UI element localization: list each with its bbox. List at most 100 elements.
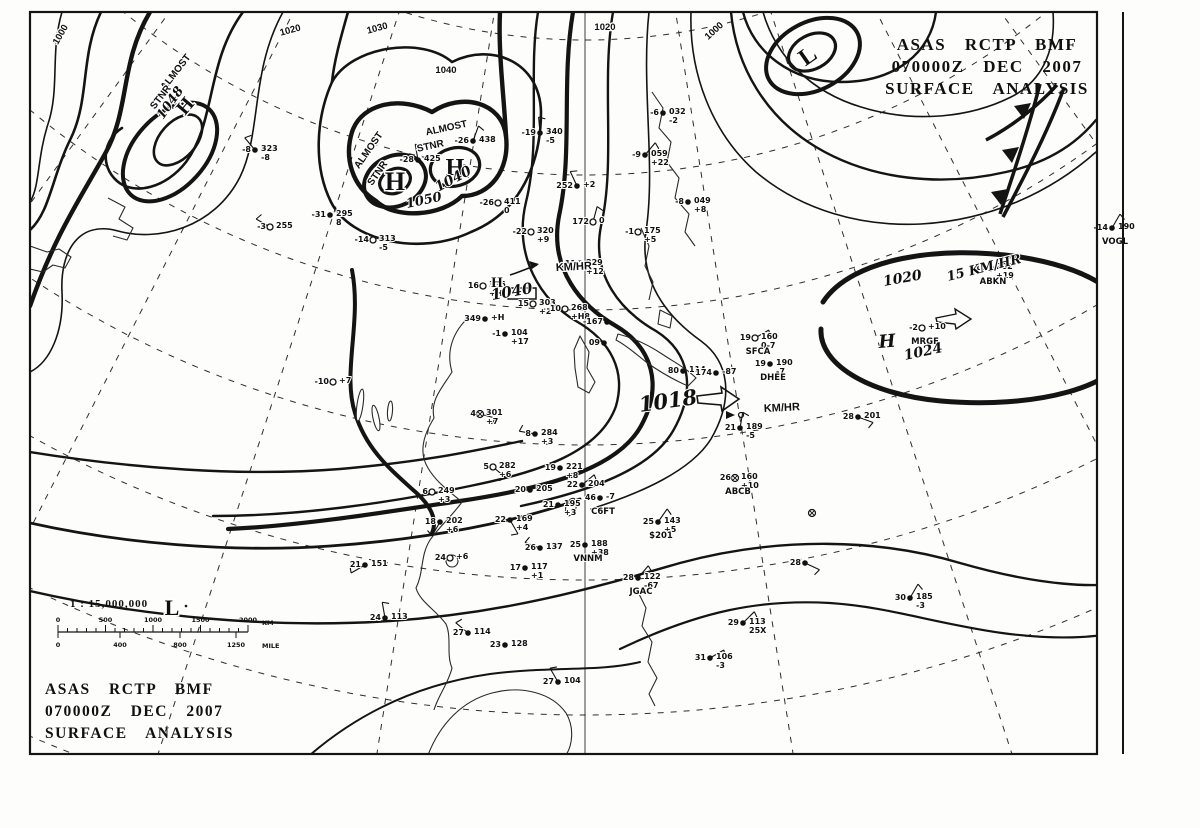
- coastline: [640, 227, 654, 301]
- station-text: +3: [564, 508, 576, 517]
- wind-barb-tick: [742, 411, 750, 417]
- station-plot: -8 323-8: [241, 134, 279, 163]
- handwritten-annotation: 1024: [903, 340, 944, 364]
- station-plot: 80 114: [667, 364, 707, 376]
- station-text: +8: [566, 471, 579, 480]
- scale-ratio: 1 : 15,000,000: [70, 598, 148, 610]
- map-frame: [28, 10, 1099, 756]
- station-plot: 24 +6: [434, 551, 470, 563]
- station-text: +6: [446, 525, 459, 534]
- isobar-ring: [378, 166, 412, 196]
- station-text: 15: [518, 299, 530, 308]
- station-text: +H8: [571, 312, 590, 321]
- station-plot: -8 049+8: [674, 195, 712, 215]
- station-text: 249: [438, 486, 455, 495]
- station-text: 28: [790, 558, 802, 567]
- station-text: 23: [490, 640, 501, 649]
- station-dot: [1109, 225, 1115, 231]
- scale-km-label: 1000: [144, 616, 163, 624]
- station-text: 17: [510, 563, 521, 572]
- station-dot: [740, 620, 746, 626]
- coastline: [615, 333, 697, 387]
- wind-barb-tick: [415, 143, 423, 147]
- station-plot: 28: [789, 557, 820, 576]
- isobar: [348, 268, 436, 535]
- station-text: 0: [599, 216, 605, 225]
- station-text: +38: [591, 548, 609, 557]
- cold-front-barb: [1014, 103, 1031, 119]
- station-text: -8: [261, 153, 270, 162]
- station-text: -31: [312, 210, 327, 219]
- station-text: 190: [776, 358, 793, 367]
- station-text: 104: [564, 676, 581, 685]
- title-line-2: 070000Z DEC 2007: [45, 703, 223, 720]
- isobar-value-label: 1020: [279, 23, 302, 39]
- station-text: 032: [669, 107, 686, 116]
- station-text: +5: [644, 235, 657, 244]
- station-text: -28: [400, 155, 415, 164]
- station-text: +10: [928, 322, 946, 331]
- wind-barb-tick: [753, 611, 758, 619]
- station-plot: -28 425: [399, 143, 442, 165]
- station-circle: [329, 378, 337, 386]
- scale-mile-label: 800: [173, 641, 187, 649]
- station-text: +5: [664, 525, 677, 534]
- coastline: [636, 589, 658, 707]
- station-dot: [737, 425, 743, 431]
- isobar: [30, 12, 153, 309]
- station-text: -7: [606, 492, 615, 501]
- wind-barb-tick: [511, 533, 519, 536]
- scale-km-label: 2000: [239, 616, 258, 624]
- arrow-origin-dot: [737, 411, 745, 419]
- station-dot: [597, 495, 603, 501]
- station-plot: 21 189-5: [724, 411, 764, 441]
- station-text: 18: [425, 517, 437, 526]
- station-dot: [660, 110, 666, 116]
- wind-barb-tick: [666, 508, 672, 515]
- station-text: 16: [468, 281, 480, 290]
- station-text: 295: [336, 209, 353, 218]
- wind-barb-tick: [349, 566, 352, 574]
- station-text: 172: [572, 217, 589, 226]
- coastline: [573, 335, 596, 394]
- station-id-label: MRGF: [911, 337, 939, 347]
- station-text: 5: [483, 462, 489, 471]
- title-block-top-right: ASAS RCTP BMF 070000Z DEC 2007 SURFACE A…: [885, 35, 1087, 98]
- station-dot: [802, 560, 808, 566]
- handwritten-annotation: H: [877, 330, 898, 353]
- station-text: 113: [391, 612, 408, 621]
- wind-barb-tick: [868, 422, 874, 429]
- title-line-1: ASAS RCTP BMF: [897, 35, 1078, 54]
- station-plot: 252 +2: [555, 170, 596, 191]
- station-otimes-x: [732, 475, 738, 481]
- station-plot: 4 301+7: [469, 407, 504, 427]
- station-otimes-x: [477, 411, 483, 417]
- station-text: 301: [486, 408, 503, 417]
- speed-label: KM/HR: [764, 401, 801, 415]
- station-text: 80: [668, 366, 680, 375]
- station-text: 0: [504, 206, 510, 215]
- station-text: 25X: [749, 626, 767, 635]
- isobar: [690, 12, 1097, 226]
- station-plot: 19 221+8: [544, 461, 584, 481]
- coastline: [651, 91, 696, 247]
- station-text: 190: [1118, 222, 1135, 231]
- station-plot: -22 320+9: [512, 225, 556, 245]
- station-text: -26: [480, 198, 495, 207]
- station-text: -10: [315, 377, 330, 386]
- station-dot: [579, 482, 585, 488]
- station-text: 8: [336, 218, 342, 227]
- station-dot: [362, 562, 368, 568]
- station-text: -22: [513, 227, 527, 236]
- meridian-line: [770, 12, 1013, 754]
- station-circle: [918, 324, 926, 332]
- isobar-value-label: 1030: [366, 21, 389, 37]
- wind-barb-tick: [549, 666, 557, 669]
- station-dot: [907, 595, 913, 601]
- meridian-line: [376, 12, 495, 754]
- station-plot: -1 175+5: [624, 225, 662, 245]
- meridian-line: [999, 12, 1097, 146]
- station-text: -1: [492, 329, 501, 338]
- station-text: 8: [525, 429, 531, 438]
